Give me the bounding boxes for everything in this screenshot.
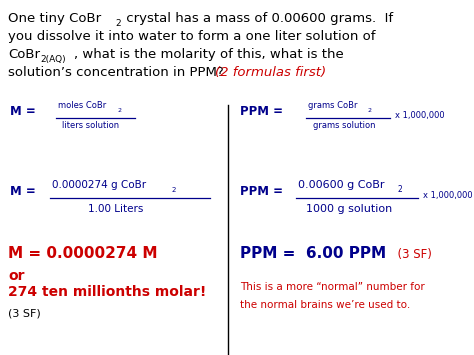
- Text: M =: M =: [10, 185, 36, 198]
- Text: 2: 2: [398, 185, 403, 194]
- Text: 2: 2: [172, 187, 176, 193]
- Text: x 1,000,000: x 1,000,000: [395, 111, 445, 120]
- Text: PPM =: PPM =: [240, 105, 283, 118]
- Text: PPM =: PPM =: [240, 185, 283, 198]
- Text: , what is the molarity of this, what is the: , what is the molarity of this, what is …: [74, 48, 344, 61]
- Text: 2(AQ): 2(AQ): [40, 55, 65, 64]
- Text: 1000 g solution: 1000 g solution: [306, 204, 392, 214]
- Text: 0.0000274 g CoBr: 0.0000274 g CoBr: [52, 180, 146, 190]
- Text: M =: M =: [10, 105, 36, 118]
- Text: x 1,000,000: x 1,000,000: [423, 191, 473, 200]
- Text: crystal has a mass of 0.00600 grams.  If: crystal has a mass of 0.00600 grams. If: [122, 12, 393, 25]
- Text: or: or: [8, 269, 25, 283]
- Text: PPM =  6.00 PPM: PPM = 6.00 PPM: [240, 246, 386, 261]
- Text: (3 SF): (3 SF): [390, 248, 432, 261]
- Text: 0.00600 g CoBr: 0.00600 g CoBr: [298, 180, 384, 190]
- Text: (2 formulas first): (2 formulas first): [215, 66, 326, 79]
- Text: This is a more “normal” number for: This is a more “normal” number for: [240, 282, 425, 292]
- Text: One tiny CoBr: One tiny CoBr: [8, 12, 101, 25]
- Text: the normal brains we’re used to.: the normal brains we’re used to.: [240, 300, 410, 310]
- Text: M = 0.0000274 M: M = 0.0000274 M: [8, 246, 157, 261]
- Text: you dissolve it into water to form a one liter solution of: you dissolve it into water to form a one…: [8, 30, 375, 43]
- Text: 1.00 Liters: 1.00 Liters: [88, 204, 143, 214]
- Text: solution’s concentration in PPM?: solution’s concentration in PPM?: [8, 66, 232, 79]
- Text: grams CoBr: grams CoBr: [308, 101, 357, 110]
- Text: 2: 2: [118, 108, 122, 113]
- Text: moles CoBr: moles CoBr: [58, 101, 106, 110]
- Text: CoBr: CoBr: [8, 48, 40, 61]
- Text: grams solution: grams solution: [313, 121, 375, 130]
- Text: 274 ten millionths molar!: 274 ten millionths molar!: [8, 285, 206, 299]
- Text: liters solution: liters solution: [62, 121, 119, 130]
- Text: 2: 2: [115, 19, 120, 28]
- Text: (3 SF): (3 SF): [8, 308, 41, 318]
- Text: 2: 2: [368, 108, 372, 113]
